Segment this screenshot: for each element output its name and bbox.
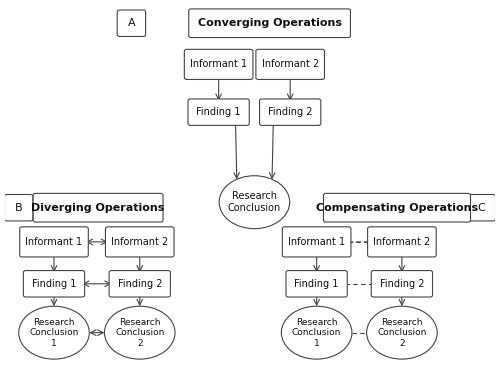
Text: Finding 2: Finding 2 <box>268 107 312 117</box>
FancyBboxPatch shape <box>117 10 145 36</box>
Text: Converging Operations: Converging Operations <box>198 18 342 28</box>
Text: Diverging Operations: Diverging Operations <box>32 203 165 213</box>
FancyBboxPatch shape <box>368 227 436 257</box>
Circle shape <box>219 176 290 229</box>
FancyBboxPatch shape <box>20 227 88 257</box>
Text: B: B <box>15 203 22 213</box>
FancyBboxPatch shape <box>24 270 84 297</box>
Text: Informant 1: Informant 1 <box>288 237 345 247</box>
FancyBboxPatch shape <box>189 9 350 38</box>
FancyBboxPatch shape <box>467 195 496 221</box>
Circle shape <box>18 306 90 359</box>
Text: Informant 1: Informant 1 <box>190 59 247 69</box>
Text: Research
Conclusion
2: Research Conclusion 2 <box>377 318 426 348</box>
Text: Research
Conclusion
2: Research Conclusion 2 <box>115 318 164 348</box>
FancyBboxPatch shape <box>184 50 253 80</box>
Text: Informant 2: Informant 2 <box>374 237 430 247</box>
FancyBboxPatch shape <box>282 227 351 257</box>
FancyBboxPatch shape <box>372 270 432 297</box>
FancyBboxPatch shape <box>4 195 33 221</box>
Text: C: C <box>478 203 485 213</box>
FancyBboxPatch shape <box>33 194 163 222</box>
Text: Finding 1: Finding 1 <box>294 279 339 289</box>
FancyBboxPatch shape <box>109 270 170 297</box>
Text: Finding 2: Finding 2 <box>118 279 162 289</box>
Text: A: A <box>128 18 135 28</box>
FancyBboxPatch shape <box>256 50 324 80</box>
Circle shape <box>282 306 352 359</box>
Text: Research
Conclusion: Research Conclusion <box>228 191 281 213</box>
Circle shape <box>366 306 437 359</box>
FancyBboxPatch shape <box>324 194 470 222</box>
Circle shape <box>104 306 175 359</box>
Text: Research
Conclusion
1: Research Conclusion 1 <box>292 318 342 348</box>
Text: Research
Conclusion
1: Research Conclusion 1 <box>30 318 78 348</box>
Text: Informant 1: Informant 1 <box>26 237 82 247</box>
FancyBboxPatch shape <box>188 99 250 125</box>
Text: Compensating Operations: Compensating Operations <box>316 203 478 213</box>
FancyBboxPatch shape <box>260 99 321 125</box>
FancyBboxPatch shape <box>286 270 348 297</box>
Text: Finding 2: Finding 2 <box>380 279 424 289</box>
Text: Informant 2: Informant 2 <box>262 59 319 69</box>
FancyBboxPatch shape <box>106 227 174 257</box>
Text: Finding 1: Finding 1 <box>196 107 241 117</box>
Text: Informant 2: Informant 2 <box>111 237 168 247</box>
Text: Finding 1: Finding 1 <box>32 279 76 289</box>
